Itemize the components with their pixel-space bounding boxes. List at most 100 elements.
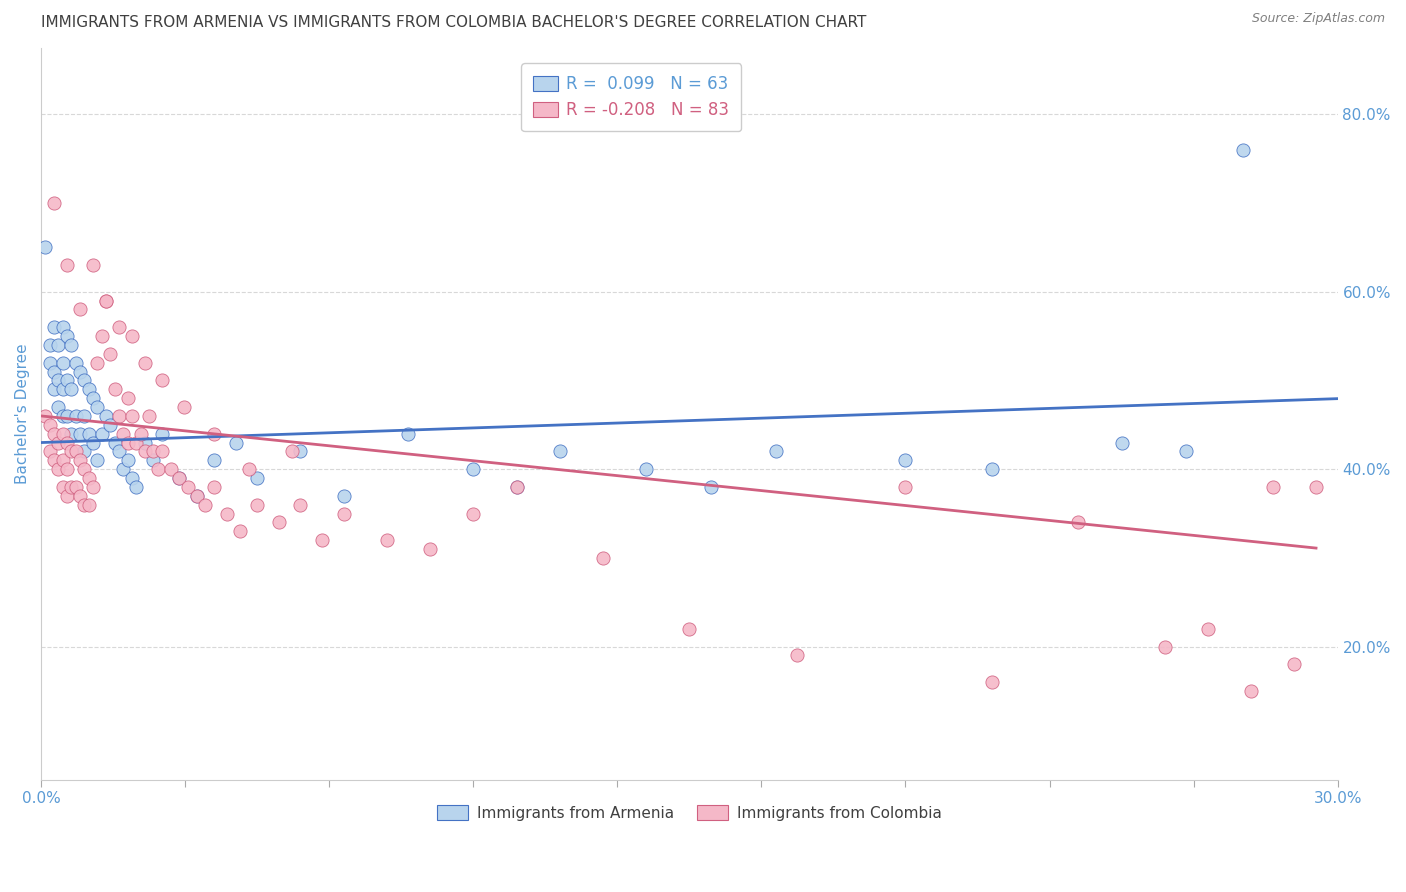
Point [121, 471, 143, 485]
Point [290, 444, 312, 458]
Point [225, 435, 247, 450]
Point [52, 426, 75, 441]
Point [375, 533, 398, 548]
Point [73, 498, 96, 512]
Point [112, 462, 135, 476]
Point [463, 507, 485, 521]
Point [56, 258, 79, 272]
Point [121, 329, 143, 343]
Point [86, 400, 108, 414]
Point [138, 409, 160, 423]
Point [34, 409, 56, 423]
Point [82, 258, 104, 272]
Point [56, 409, 79, 423]
Point [505, 480, 527, 494]
Point [82, 435, 104, 450]
Point [1261, 480, 1284, 494]
Point [894, 480, 917, 494]
Point [52, 356, 75, 370]
Point [98, 417, 121, 432]
Point [73, 374, 96, 388]
Point [60, 338, 83, 352]
Point [134, 356, 156, 370]
Point [77, 498, 100, 512]
Point [177, 480, 200, 494]
Point [94, 409, 117, 423]
Point [69, 489, 91, 503]
Point [117, 391, 139, 405]
Point [169, 471, 191, 485]
Point [1232, 143, 1254, 157]
Point [1197, 622, 1219, 636]
Point [98, 347, 121, 361]
Point [73, 409, 96, 423]
Point [765, 444, 787, 458]
Point [34, 240, 56, 254]
Point [169, 471, 191, 485]
Point [267, 516, 290, 530]
Point [52, 382, 75, 396]
Point [86, 453, 108, 467]
Point [42, 320, 65, 334]
Point [48, 374, 70, 388]
Point [56, 435, 79, 450]
Point [980, 675, 1002, 690]
Point [77, 426, 100, 441]
Point [82, 480, 104, 494]
Point [69, 426, 91, 441]
Point [42, 196, 65, 211]
Point [215, 507, 238, 521]
Point [129, 426, 152, 441]
Point [229, 524, 252, 539]
Y-axis label: Bachelor's Degree: Bachelor's Degree [15, 343, 30, 484]
Point [419, 541, 441, 556]
Point [52, 480, 75, 494]
Text: Source: ZipAtlas.com: Source: ZipAtlas.com [1251, 12, 1385, 25]
Point [73, 444, 96, 458]
Point [1153, 640, 1175, 654]
Point [86, 356, 108, 370]
Point [332, 489, 354, 503]
Point [117, 453, 139, 467]
Point [1067, 516, 1090, 530]
Point [77, 471, 100, 485]
Point [134, 444, 156, 458]
Point [117, 435, 139, 450]
Point [150, 374, 173, 388]
Point [94, 293, 117, 308]
Point [290, 498, 312, 512]
Point [90, 426, 112, 441]
Point [173, 400, 195, 414]
Point [56, 489, 79, 503]
Point [69, 453, 91, 467]
Point [700, 480, 723, 494]
Point [159, 462, 181, 476]
Point [82, 391, 104, 405]
Point [60, 480, 83, 494]
Point [69, 365, 91, 379]
Point [1240, 684, 1263, 698]
Point [60, 382, 83, 396]
Point [52, 320, 75, 334]
Point [332, 507, 354, 521]
Point [42, 365, 65, 379]
Point [980, 462, 1002, 476]
Point [121, 409, 143, 423]
Point [186, 489, 208, 503]
Point [42, 426, 65, 441]
Point [786, 648, 808, 663]
Point [125, 480, 148, 494]
Point [52, 409, 75, 423]
Point [592, 550, 614, 565]
Point [146, 462, 169, 476]
Point [56, 462, 79, 476]
Point [246, 471, 269, 485]
Point [52, 453, 75, 467]
Point [65, 444, 87, 458]
Point [90, 329, 112, 343]
Point [186, 489, 208, 503]
Point [48, 400, 70, 414]
Point [108, 320, 131, 334]
Point [48, 338, 70, 352]
Point [463, 462, 485, 476]
